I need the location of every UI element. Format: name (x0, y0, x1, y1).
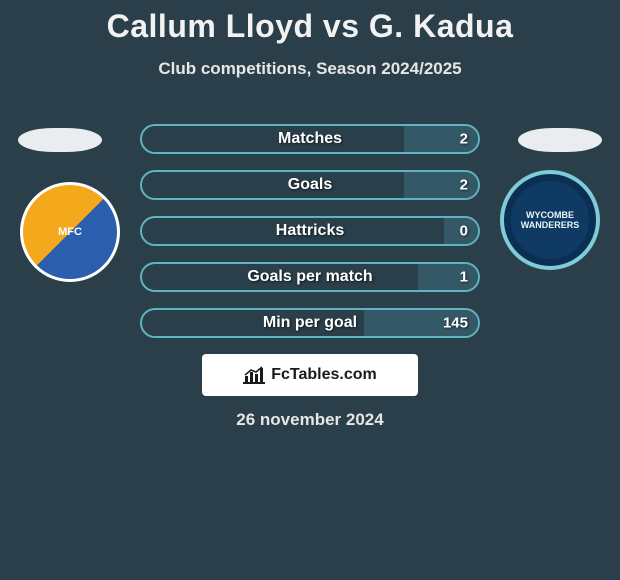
crest-right-label: WYCOMBE WANDERERS (504, 210, 596, 230)
stat-right-value: 1 (460, 269, 468, 286)
stat-label: Hattricks (276, 222, 344, 240)
stat-label: Goals (288, 176, 332, 194)
stat-label: Goals per match (247, 268, 372, 286)
subtitle: Club competitions, Season 2024/2025 (0, 59, 620, 79)
stat-row: Min per goal 145 (140, 308, 480, 338)
player-right-crest: WYCOMBE WANDERERS (500, 170, 600, 270)
chart-icon (243, 366, 265, 384)
brand-box[interactable]: FcTables.com (202, 354, 418, 396)
stat-right-fill (418, 264, 478, 290)
player-left-crest: MFC (20, 182, 120, 282)
stat-row: Matches 2 (140, 124, 480, 154)
stat-right-value: 145 (443, 315, 468, 332)
stat-right-value: 2 (460, 131, 468, 148)
stats-bars: Matches 2 Goals 2 Hattricks 0 Goals per … (140, 124, 480, 354)
stat-right-value: 2 (460, 177, 468, 194)
player-left-name-pill (18, 128, 102, 152)
brand-text: FcTables.com (271, 366, 377, 384)
stat-row: Goals 2 (140, 170, 480, 200)
stat-row: Goals per match 1 (140, 262, 480, 292)
stat-right-value: 0 (460, 223, 468, 240)
stat-row: Hattricks 0 (140, 216, 480, 246)
page-title: Callum Lloyd vs G. Kadua (0, 0, 620, 45)
stat-label: Min per goal (263, 314, 357, 332)
crest-left-label: MFC (58, 226, 82, 238)
stat-label: Matches (278, 130, 342, 148)
date-line: 26 november 2024 (0, 410, 620, 430)
player-right-name-pill (518, 128, 602, 152)
